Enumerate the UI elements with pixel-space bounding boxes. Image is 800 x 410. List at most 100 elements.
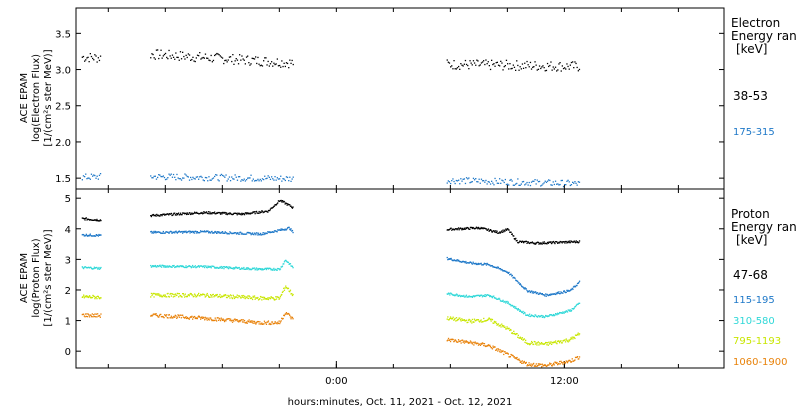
proton-point-310-580 <box>213 265 215 268</box>
proton-point-1060-1900 <box>239 320 242 322</box>
proton-point-115-195 <box>559 292 561 295</box>
proton-point-310-580 <box>275 268 277 270</box>
proton-point-115-195 <box>494 266 496 268</box>
proton-point-795-1193 <box>459 317 461 319</box>
proton-point-47-68 <box>217 211 219 214</box>
proton-point-115-195 <box>248 232 250 234</box>
proton-point-310-580 <box>162 266 164 268</box>
proton-point-1060-1900 <box>154 314 157 316</box>
proton-point-47-68 <box>164 214 166 216</box>
proton-point-115-195 <box>184 231 186 233</box>
proton-point-1060-1900 <box>252 320 254 322</box>
electron-point-38-53 <box>564 67 566 69</box>
proton-point-795-1193 <box>274 299 276 301</box>
proton-point-47-68 <box>168 213 170 215</box>
proton-point-47-68 <box>245 213 248 215</box>
proton-point-310-580 <box>239 268 242 270</box>
proton-point-47-68 <box>274 204 276 206</box>
electron-point-38-53 <box>541 66 543 68</box>
proton-point-115-195 <box>251 232 254 234</box>
proton-point-795-1193 <box>449 317 451 320</box>
proton-point-1060-1900 <box>217 317 219 319</box>
proton-point-1060-1900 <box>556 361 558 364</box>
proton-point-1060-1900 <box>267 320 270 322</box>
proton-point-310-580 <box>455 294 457 297</box>
proton-point-795-1193 <box>555 340 557 342</box>
proton-point-310-580 <box>467 296 470 298</box>
proton-point-1060-1900 <box>190 316 192 318</box>
proton-point-310-580 <box>551 314 553 316</box>
electron-point-175-315 <box>151 177 153 179</box>
proton-point-47-68 <box>541 243 543 245</box>
proton-point-310-580 <box>210 265 212 268</box>
proton-legend-47-68: 47-68 <box>733 268 768 282</box>
proton-point-47-68 <box>236 214 238 216</box>
proton-point-1060-1900 <box>202 317 204 319</box>
proton-point-1060-1900 <box>200 318 202 320</box>
proton-point-795-1193 <box>538 344 540 346</box>
proton-point-1060-1900 <box>175 315 177 317</box>
electron-point-175-315 <box>87 177 89 179</box>
proton-point-1060-1900 <box>189 316 191 319</box>
electron-point-38-53 <box>534 61 536 63</box>
proton-point-115-195 <box>475 262 477 264</box>
proton-point-115-195 <box>182 232 184 234</box>
proton-point-47-68 <box>223 212 226 214</box>
proton-point-310-580 <box>264 267 266 270</box>
proton-point-310-580 <box>511 304 513 307</box>
proton-point-47-68 <box>198 213 200 215</box>
proton-point-47-68 <box>473 228 476 230</box>
proton-point-310-580 <box>237 267 240 269</box>
proton-point-115-195 <box>202 230 204 232</box>
electron-point-175-315 <box>572 181 574 183</box>
proton-point-1060-1900 <box>567 360 569 362</box>
proton-point-1060-1900 <box>277 322 280 325</box>
proton-point-47-68 <box>553 242 555 244</box>
electron-point-175-315 <box>88 177 90 179</box>
proton-point-795-1193 <box>228 295 230 297</box>
proton-point-115-195 <box>455 260 457 262</box>
proton-point-115-195 <box>517 282 519 284</box>
proton-point-310-580 <box>481 296 484 298</box>
proton-point-1060-1900 <box>509 356 511 358</box>
proton-point-1060-1900 <box>207 317 209 319</box>
proton-point-1060-1900 <box>99 316 101 318</box>
proton-point-115-195 <box>286 228 288 230</box>
proton-point-1060-1900 <box>220 317 222 319</box>
proton-point-1060-1900 <box>469 342 471 344</box>
proton-point-115-195 <box>159 231 161 233</box>
proton-point-795-1193 <box>89 296 91 298</box>
electron-point-38-53 <box>556 70 558 72</box>
electron-point-38-53 <box>471 64 473 66</box>
proton-point-115-195 <box>191 231 193 233</box>
electron-point-38-53 <box>453 60 455 62</box>
proton-point-795-1193 <box>517 334 519 336</box>
proton-point-47-68 <box>453 229 456 231</box>
proton-point-115-195 <box>512 277 514 279</box>
proton-point-1060-1900 <box>483 344 485 347</box>
electron-point-175-315 <box>536 179 538 181</box>
proton-point-115-195 <box>283 229 285 231</box>
proton-point-115-195 <box>575 284 577 287</box>
proton-point-795-1193 <box>480 319 482 321</box>
proton-point-1060-1900 <box>238 319 240 322</box>
proton-point-47-68 <box>285 202 288 205</box>
proton-point-310-580 <box>528 315 530 317</box>
electron-point-38-53 <box>180 58 183 60</box>
proton-point-1060-1900 <box>550 363 552 365</box>
proton-point-115-195 <box>479 263 482 265</box>
proton-point-795-1193 <box>553 342 555 344</box>
proton-point-310-580 <box>509 303 511 306</box>
proton-point-1060-1900 <box>180 317 182 319</box>
proton-point-47-68 <box>207 212 209 215</box>
proton-point-115-195 <box>459 261 461 263</box>
electron-point-175-315 <box>171 176 174 178</box>
proton-point-1060-1900 <box>245 321 248 323</box>
proton-point-795-1193 <box>273 298 275 300</box>
proton-point-115-195 <box>158 231 160 233</box>
proton-point-310-580 <box>190 265 192 268</box>
proton-point-47-68 <box>561 241 563 243</box>
proton-point-47-68 <box>253 211 256 213</box>
proton-point-47-68 <box>175 214 177 216</box>
electron-point-175-315 <box>519 184 521 186</box>
